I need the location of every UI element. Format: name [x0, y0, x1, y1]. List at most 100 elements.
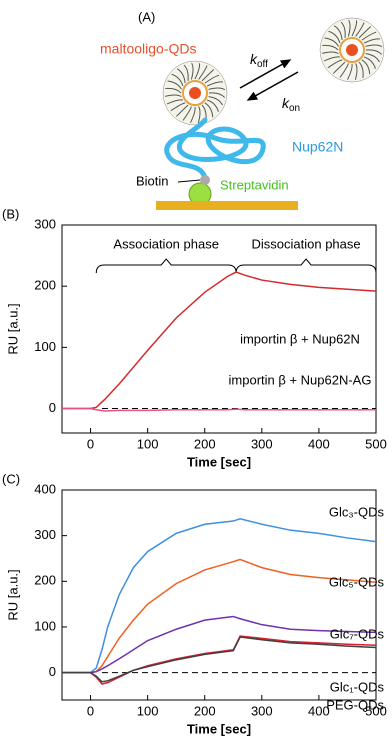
ligand: [165, 94, 182, 98]
ligand: [165, 87, 182, 94]
rate-symbol: k: [250, 51, 258, 67]
x-tick-label: 200: [194, 436, 216, 451]
ligand: [355, 22, 365, 37]
line: [62, 615, 377, 674]
line: [62, 558, 377, 674]
annotation: Dissociation phase: [252, 236, 361, 251]
y-tick-label: 200: [34, 573, 56, 588]
ligand: [204, 102, 214, 118]
line: [62, 271, 377, 410]
x-tick-label: 200: [194, 703, 216, 718]
ligand: [201, 69, 215, 82]
arrow: [239, 59, 292, 89]
ligand: [176, 68, 186, 84]
core: [189, 87, 201, 99]
x-axis-label: Time [sec]: [187, 454, 251, 469]
series-label: PEG-QDs: [326, 697, 384, 712]
x-axis-label: Time [sec]: [187, 721, 251, 736]
ligand: [208, 96, 223, 106]
plot-frame: [61, 224, 377, 434]
ligand: [361, 59, 371, 75]
ligand: [323, 56, 340, 62]
series-label: importin β + Nup62N-AG: [229, 372, 372, 387]
ligand: [332, 61, 346, 74]
ligand: [170, 102, 186, 112]
ligand: [347, 19, 351, 37]
ligand: [322, 44, 339, 51]
ligand: [358, 26, 372, 39]
x-tick-label: 400: [308, 436, 330, 451]
line: [62, 635, 377, 685]
series-label: Glc₅-QDs: [329, 574, 385, 589]
x-tick-label: 0: [87, 703, 94, 718]
pointer: [177, 179, 201, 183]
x-tick-label: 100: [137, 436, 159, 451]
ligand: [190, 106, 196, 123]
panel-label: (C): [2, 471, 20, 486]
biotin-label: Biotin: [136, 173, 169, 188]
ligand: [190, 62, 194, 80]
series-label: Glc₇-QDs: [330, 626, 385, 641]
plot-frame: [61, 489, 377, 701]
x-tick-label: 100: [137, 703, 159, 718]
ligand: [194, 63, 201, 80]
ligand: [327, 59, 343, 69]
ligand: [363, 56, 376, 69]
ligand: [340, 21, 346, 38]
panel-label: (B): [2, 206, 19, 221]
protein-label: Nup62N: [292, 139, 343, 155]
diagram: (A) maltooligo-QDs koff kon Nup62N Bioti…: [100, 9, 385, 210]
x-tick-label: 0: [87, 436, 94, 451]
ligand: [208, 87, 226, 91]
ligand: [175, 104, 189, 117]
ligand: [198, 65, 208, 80]
line: [62, 517, 377, 674]
ligand: [204, 74, 220, 84]
ligand: [358, 61, 364, 78]
quantum-dot: [319, 17, 385, 83]
particle-label: maltooligo-QDs: [100, 41, 196, 57]
protein: [164, 117, 266, 181]
ligand: [182, 106, 192, 121]
arrow: [246, 71, 299, 101]
rate-subscript: off: [257, 59, 268, 70]
core: [346, 44, 358, 56]
quantum-dot: [162, 60, 228, 126]
ligand: [347, 63, 353, 80]
y-tick-label: 200: [34, 278, 56, 293]
series-label: importin β + Nup62N: [240, 331, 360, 346]
ligand: [339, 63, 349, 78]
x-tick-label: 300: [251, 703, 273, 718]
ligand: [171, 73, 184, 87]
line: [62, 636, 377, 683]
ligand: [333, 25, 343, 41]
surface: [156, 201, 298, 210]
y-tick-label: 100: [34, 339, 56, 354]
x-tick-label: 400: [308, 703, 330, 718]
y-tick-label: 300: [34, 527, 56, 542]
ligand: [351, 20, 358, 37]
rate-off: koff: [250, 51, 268, 70]
ligand: [183, 64, 189, 81]
x-tick-label: 500: [365, 436, 387, 451]
series-label: Glc₃-QDs: [329, 504, 385, 519]
y-tick-label: 0: [49, 400, 56, 415]
ligand: [206, 81, 224, 87]
ligand: [197, 106, 201, 123]
ligand: [365, 44, 383, 48]
annotation: Association phase: [113, 236, 219, 251]
y-axis-label: RU [a.u.]: [5, 569, 20, 620]
rate-on: kon: [282, 95, 300, 114]
biotin: [200, 175, 210, 185]
ligand: [354, 63, 358, 80]
rate-symbol: k: [282, 95, 290, 111]
series-label: Glc₁-QDs: [330, 679, 385, 694]
ligand: [365, 49, 383, 55]
ligand: [166, 99, 183, 105]
y-tick-label: 0: [49, 664, 56, 679]
ligand: [328, 30, 341, 44]
ligand: [324, 37, 339, 47]
ligand: [365, 53, 380, 63]
